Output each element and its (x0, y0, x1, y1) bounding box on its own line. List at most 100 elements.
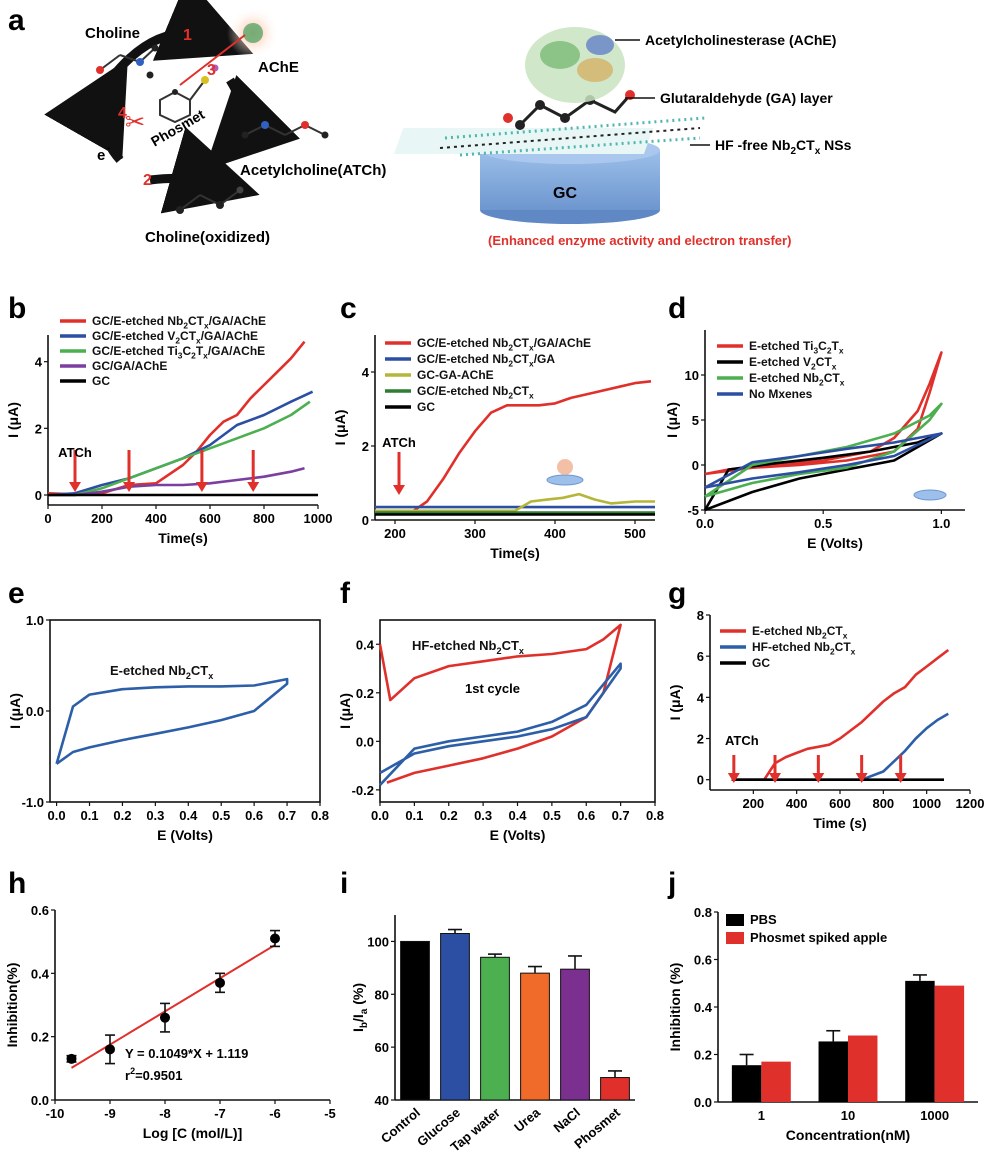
atch-arrowhead-1 (393, 485, 405, 495)
mini-electrode-icon (913, 489, 947, 501)
x-tick-label: 0.7 (612, 808, 630, 823)
x-tick-label: 0.8 (311, 808, 329, 823)
panel-e: e 0.0 0.1 0.2 0.3 0.4 0.5 0.6 0.7 0.8 -1.0 0.0 1.0 E … (7, 577, 329, 843)
panel-h: h -10 -9 -8 -7 -6 -5 0.0 0.2 0.4 0.6 Log [C (mol/L)… (4, 867, 336, 1141)
legend-label-1: GC/E-etched Nb2CTx/GA/AChE (417, 336, 591, 353)
y-tick-label: 6 (697, 649, 704, 664)
step-4-number: 4 (118, 105, 127, 122)
atch-arrowhead-3 (812, 773, 825, 783)
series-line-1 (704, 351, 943, 476)
y-tick-label: 0.0 (694, 1095, 712, 1110)
fit-equation: Y = 0.1049*X + 1.119 (125, 1046, 248, 1061)
atch-arrowhead-3 (195, 482, 208, 492)
panel-a: a (8, 0, 852, 248)
y-tick-label: 4 (35, 355, 43, 370)
panel-d: d 0.0 0.5 1.0 -5 0 5 10 E (Volts) I (μA) E-etched … (664, 292, 965, 551)
bar-pbs-1000 (905, 980, 935, 1102)
bar-urea (520, 972, 550, 1101)
x-tick-label: 1.0 (932, 516, 950, 531)
y-tick-label: 0.0 (31, 1093, 49, 1108)
y-tick-label: -1.0 (22, 795, 44, 810)
atch-arrowhead-5 (894, 773, 907, 783)
panel-letter-d: d (668, 292, 686, 325)
series-line-1 (378, 623, 622, 784)
legend-label-3: GC-GA-AChE (417, 368, 494, 382)
label-gc-electrode: GC (553, 185, 577, 202)
cycle-arrow-4 (44, 58, 128, 163)
legend-label-1: E-etched Ti3C2Tx (749, 339, 844, 356)
step-2-number: 2 (143, 172, 152, 189)
legend-swatch-2 (726, 932, 744, 944)
x-tick-label: 0.2 (440, 808, 458, 823)
cycle-arrow-3 (204, 74, 300, 171)
x-tick-label: -7 (214, 1106, 226, 1121)
y-axis-label: I (μA) (5, 402, 21, 438)
y-tick-label: 0 (35, 488, 42, 503)
y-axis-label: I (μA) (7, 693, 23, 729)
x-tick-label: 600 (829, 796, 851, 811)
panel-letter-i: i (340, 867, 348, 900)
legend-label-2: Phosmet spiked apple (750, 930, 887, 945)
x-tick-label: 300 (464, 526, 486, 541)
y-axis-label: I (μA) (664, 402, 680, 438)
y-tick-label: 0.0 (356, 734, 374, 749)
x-tick-label: 0.0 (696, 516, 714, 531)
bar-nacl (560, 968, 590, 1101)
phosmet-molecule-icon (159, 64, 219, 124)
label-choline: Choline (85, 25, 140, 42)
x-axis-label: E (Volts) (157, 827, 213, 843)
legend-label-2: HF-etched Nb2CTx (752, 640, 856, 657)
label-ache-full: Acetylcholinesterase (AChE) (645, 32, 836, 48)
y-tick-label: 100 (367, 934, 389, 949)
data-point (105, 1044, 115, 1055)
bar-glucose (440, 933, 470, 1101)
legend-label-2: GC/E-etched V2CTx/GA/AChE (92, 329, 258, 346)
legend-label-2: GC/E-etched Nb2CTx/GA (417, 352, 555, 369)
mini-electrode-icon (546, 474, 584, 486)
panel-letter-g: g (668, 577, 686, 610)
legend-label-5: GC (92, 374, 110, 388)
bar-spiked-1 (761, 1061, 791, 1102)
series-line-1 (47, 340, 306, 496)
x-axis-label: Log [C (mol/L)] (143, 1125, 243, 1141)
x-tick-label: 0.4 (179, 808, 198, 823)
series-line-3 (48, 400, 311, 497)
x-tick-label: -9 (104, 1106, 116, 1121)
y-tick-label: -0.2 (352, 783, 374, 798)
atch-arrowhead-2 (123, 482, 135, 492)
x-tick-label: -6 (269, 1106, 281, 1121)
x-tick-label: 0.0 (48, 808, 66, 823)
y-tick-label: 0.0 (26, 704, 44, 719)
y-axis-label: Inhibition(%) (4, 963, 20, 1048)
y-tick-label: 5 (692, 413, 699, 428)
x-tick-label: -5 (324, 1106, 336, 1121)
choline-oxidized-molecule-icon (176, 186, 244, 214)
schematic-caption: (Enhanced enzyme activity and electron t… (488, 233, 791, 248)
label-ache: AChE (258, 59, 299, 76)
series-line-4 (704, 432, 943, 489)
x-axis-label: E (Volts) (490, 827, 546, 843)
atch-arrowhead-4 (247, 482, 260, 492)
x-axis-label: Time(s) (490, 545, 540, 561)
annotation-atch: ATCh (382, 435, 416, 450)
x-tick-label: 0.6 (577, 808, 595, 823)
x-axis-label: Time(s) (158, 530, 208, 546)
x-axis-label: Concentration(nM) (786, 1127, 910, 1143)
x-tick-label: 400 (544, 526, 566, 541)
category-label: 10 (841, 1108, 855, 1123)
x-tick-label: 1000 (912, 796, 941, 811)
x-tick-label: 0.3 (474, 808, 492, 823)
label-electron-sup: - (107, 143, 110, 154)
legend-label-1: E-etched Nb2CTx (752, 624, 848, 641)
x-tick-label: 0.2 (113, 808, 131, 823)
legend-label-3: GC/E-etched Ti3C2Tx/GA/AChE (92, 344, 265, 361)
x-tick-label: 0.1 (80, 808, 98, 823)
panel-letter-a: a (8, 4, 25, 37)
series-line-1 (55, 677, 289, 765)
x-tick-label: -10 (46, 1106, 65, 1121)
step-1-number: 1 (183, 27, 192, 44)
x-tick-label: 0.7 (278, 808, 296, 823)
y-tick-label: 4 (697, 690, 705, 705)
